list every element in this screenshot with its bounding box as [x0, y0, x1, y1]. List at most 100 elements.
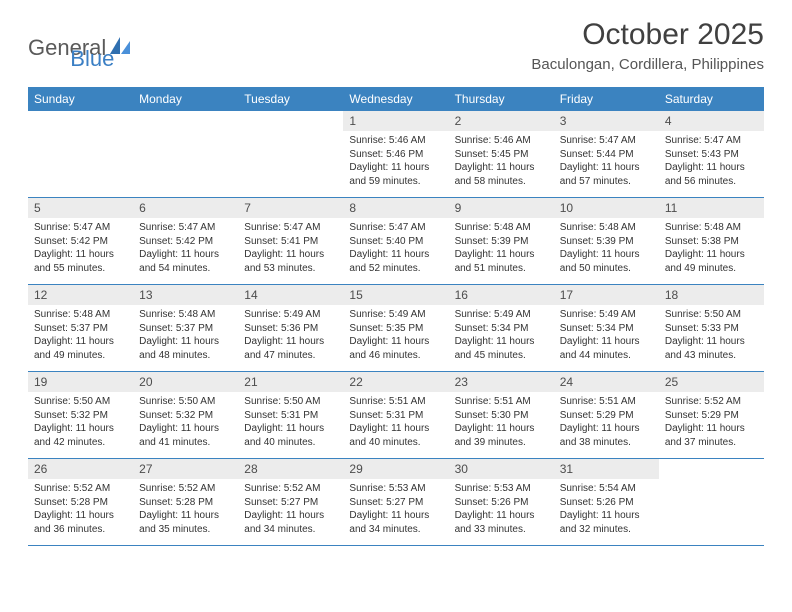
- detail-line: and 39 minutes.: [455, 436, 548, 450]
- detail-line: Daylight: 11 hours: [455, 248, 548, 262]
- detail-line: Daylight: 11 hours: [34, 248, 127, 262]
- day-details: Sunrise: 5:52 AMSunset: 5:27 PMDaylight:…: [238, 479, 343, 542]
- detail-line: and 46 minutes.: [349, 349, 442, 363]
- detail-line: Daylight: 11 hours: [665, 161, 758, 175]
- day-of-week-header: SundayMondayTuesdayWednesdayThursdayFrid…: [28, 87, 764, 111]
- detail-line: Sunset: 5:32 PM: [34, 409, 127, 423]
- detail-line: Daylight: 11 hours: [349, 509, 442, 523]
- day-number: 23: [449, 372, 554, 392]
- day-number: 3: [554, 111, 659, 131]
- detail-line: Sunset: 5:33 PM: [665, 322, 758, 336]
- detail-line: Sunrise: 5:47 AM: [349, 221, 442, 235]
- day-details: Sunrise: 5:47 AMSunset: 5:43 PMDaylight:…: [659, 131, 764, 194]
- detail-line: Sunrise: 5:52 AM: [139, 482, 232, 496]
- day-details: Sunrise: 5:47 AMSunset: 5:41 PMDaylight:…: [238, 218, 343, 281]
- detail-line: Sunset: 5:31 PM: [349, 409, 442, 423]
- detail-line: and 35 minutes.: [139, 523, 232, 537]
- week-row: 5Sunrise: 5:47 AMSunset: 5:42 PMDaylight…: [28, 198, 764, 285]
- day-number: 2: [449, 111, 554, 131]
- detail-line: and 38 minutes.: [560, 436, 653, 450]
- day-cell: 5Sunrise: 5:47 AMSunset: 5:42 PMDaylight…: [28, 198, 133, 284]
- detail-line: Daylight: 11 hours: [560, 248, 653, 262]
- detail-line: Sunset: 5:46 PM: [349, 148, 442, 162]
- detail-line: Sunrise: 5:53 AM: [349, 482, 442, 496]
- day-number: 1: [343, 111, 448, 131]
- detail-line: Sunset: 5:34 PM: [455, 322, 548, 336]
- detail-line: Sunrise: 5:48 AM: [560, 221, 653, 235]
- detail-line: Daylight: 11 hours: [349, 248, 442, 262]
- detail-line: Sunset: 5:37 PM: [139, 322, 232, 336]
- detail-line: Daylight: 11 hours: [349, 335, 442, 349]
- detail-line: Daylight: 11 hours: [455, 422, 548, 436]
- dow-cell: Sunday: [28, 87, 133, 111]
- detail-line: Sunset: 5:29 PM: [665, 409, 758, 423]
- day-cell: 26Sunrise: 5:52 AMSunset: 5:28 PMDayligh…: [28, 459, 133, 545]
- day-cell: 15Sunrise: 5:49 AMSunset: 5:35 PMDayligh…: [343, 285, 448, 371]
- detail-line: Sunset: 5:44 PM: [560, 148, 653, 162]
- detail-line: Sunrise: 5:47 AM: [560, 134, 653, 148]
- day-cell: 13Sunrise: 5:48 AMSunset: 5:37 PMDayligh…: [133, 285, 238, 371]
- detail-line: Daylight: 11 hours: [34, 335, 127, 349]
- day-details: Sunrise: 5:47 AMSunset: 5:44 PMDaylight:…: [554, 131, 659, 194]
- day-cell: 6Sunrise: 5:47 AMSunset: 5:42 PMDaylight…: [133, 198, 238, 284]
- detail-line: Sunset: 5:40 PM: [349, 235, 442, 249]
- logo: General Blue: [28, 24, 114, 72]
- day-number: 13: [133, 285, 238, 305]
- day-number: 27: [133, 459, 238, 479]
- detail-line: and 49 minutes.: [665, 262, 758, 276]
- week-row: 12Sunrise: 5:48 AMSunset: 5:37 PMDayligh…: [28, 285, 764, 372]
- day-details: Sunrise: 5:48 AMSunset: 5:37 PMDaylight:…: [133, 305, 238, 368]
- detail-line: Sunrise: 5:48 AM: [665, 221, 758, 235]
- detail-line: Sunset: 5:41 PM: [244, 235, 337, 249]
- detail-line: Sunset: 5:35 PM: [349, 322, 442, 336]
- day-cell: 10Sunrise: 5:48 AMSunset: 5:39 PMDayligh…: [554, 198, 659, 284]
- detail-line: Daylight: 11 hours: [665, 422, 758, 436]
- day-number: 6: [133, 198, 238, 218]
- day-details: Sunrise: 5:49 AMSunset: 5:36 PMDaylight:…: [238, 305, 343, 368]
- detail-line: Daylight: 11 hours: [244, 509, 337, 523]
- detail-line: and 43 minutes.: [665, 349, 758, 363]
- detail-line: and 50 minutes.: [560, 262, 653, 276]
- detail-line: Sunrise: 5:53 AM: [455, 482, 548, 496]
- day-details: Sunrise: 5:47 AMSunset: 5:42 PMDaylight:…: [28, 218, 133, 281]
- detail-line: Daylight: 11 hours: [665, 248, 758, 262]
- detail-line: and 56 minutes.: [665, 175, 758, 189]
- day-details: Sunrise: 5:48 AMSunset: 5:39 PMDaylight:…: [449, 218, 554, 281]
- detail-line: and 48 minutes.: [139, 349, 232, 363]
- detail-line: Sunset: 5:27 PM: [244, 496, 337, 510]
- day-details: Sunrise: 5:49 AMSunset: 5:34 PMDaylight:…: [449, 305, 554, 368]
- day-cell: 16Sunrise: 5:49 AMSunset: 5:34 PMDayligh…: [449, 285, 554, 371]
- detail-line: Sunset: 5:34 PM: [560, 322, 653, 336]
- day-cell: 24Sunrise: 5:51 AMSunset: 5:29 PMDayligh…: [554, 372, 659, 458]
- page-title: October 2025: [531, 18, 764, 52]
- day-details: Sunrise: 5:51 AMSunset: 5:29 PMDaylight:…: [554, 392, 659, 455]
- day-details: Sunrise: 5:53 AMSunset: 5:26 PMDaylight:…: [449, 479, 554, 542]
- detail-line: Sunset: 5:26 PM: [455, 496, 548, 510]
- day-number: 20: [133, 372, 238, 392]
- day-number: 11: [659, 198, 764, 218]
- detail-line: and 59 minutes.: [349, 175, 442, 189]
- day-details: Sunrise: 5:50 AMSunset: 5:32 PMDaylight:…: [133, 392, 238, 455]
- calendar: SundayMondayTuesdayWednesdayThursdayFrid…: [28, 87, 764, 546]
- detail-line: Sunrise: 5:48 AM: [34, 308, 127, 322]
- detail-line: Sunrise: 5:47 AM: [34, 221, 127, 235]
- title-block: October 2025 Baculongan, Cordillera, Phi…: [531, 18, 764, 73]
- day-number: 14: [238, 285, 343, 305]
- dow-cell: Friday: [554, 87, 659, 111]
- detail-line: Daylight: 11 hours: [244, 335, 337, 349]
- detail-line: Sunrise: 5:50 AM: [139, 395, 232, 409]
- detail-line: Sunrise: 5:52 AM: [244, 482, 337, 496]
- day-details: Sunrise: 5:50 AMSunset: 5:32 PMDaylight:…: [28, 392, 133, 455]
- day-cell: 9Sunrise: 5:48 AMSunset: 5:39 PMDaylight…: [449, 198, 554, 284]
- dow-cell: Wednesday: [343, 87, 448, 111]
- detail-line: Sunrise: 5:47 AM: [139, 221, 232, 235]
- detail-line: Sunrise: 5:48 AM: [455, 221, 548, 235]
- detail-line: Sunrise: 5:51 AM: [455, 395, 548, 409]
- detail-line: Sunset: 5:32 PM: [139, 409, 232, 423]
- day-cell: 8Sunrise: 5:47 AMSunset: 5:40 PMDaylight…: [343, 198, 448, 284]
- day-cell: 18Sunrise: 5:50 AMSunset: 5:33 PMDayligh…: [659, 285, 764, 371]
- detail-line: Sunrise: 5:46 AM: [349, 134, 442, 148]
- detail-line: Daylight: 11 hours: [665, 335, 758, 349]
- detail-line: Sunset: 5:28 PM: [34, 496, 127, 510]
- detail-line: Sunrise: 5:49 AM: [455, 308, 548, 322]
